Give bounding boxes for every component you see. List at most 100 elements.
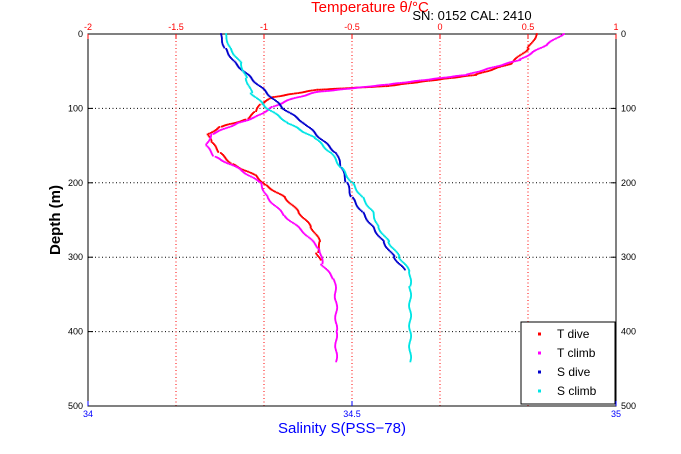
data-point — [259, 113, 261, 116]
data-point — [335, 339, 338, 341]
data-point — [501, 64, 504, 66]
data-point — [335, 312, 337, 315]
data-point — [439, 78, 441, 81]
data-point — [334, 298, 336, 300]
data-point — [336, 327, 339, 330]
data-point — [344, 180, 347, 183]
data-point — [250, 77, 253, 80]
data-point — [230, 50, 233, 53]
data-point — [247, 117, 250, 120]
data-point — [221, 128, 224, 131]
top-tick-label: -1 — [260, 22, 268, 32]
data-point — [261, 186, 263, 189]
data-point — [380, 85, 382, 88]
data-point — [366, 219, 369, 222]
data-point — [210, 139, 213, 142]
data-point — [302, 217, 305, 219]
data-point — [301, 231, 304, 234]
data-point — [354, 201, 357, 204]
data-point — [460, 75, 462, 78]
data-point — [230, 48, 232, 50]
data-point — [320, 254, 322, 257]
data-point — [292, 221, 294, 224]
data-point — [263, 191, 266, 194]
data-point — [344, 88, 347, 90]
data-point — [408, 301, 411, 304]
data-point — [491, 68, 493, 71]
data-point — [268, 97, 271, 100]
data-point — [334, 342, 337, 344]
data-point — [289, 220, 291, 222]
data-point — [410, 295, 412, 298]
data-point — [410, 314, 412, 316]
data-point — [315, 245, 318, 248]
data-point — [323, 88, 326, 91]
data-point — [207, 146, 210, 149]
data-point — [375, 232, 378, 235]
data-point — [279, 209, 282, 211]
data-point — [293, 125, 296, 127]
data-point — [396, 260, 398, 263]
data-point — [290, 123, 292, 126]
data-point — [261, 181, 264, 184]
data-point — [223, 155, 226, 158]
data-point — [226, 51, 229, 54]
data-point — [398, 255, 401, 257]
data-point — [299, 228, 302, 231]
data-point — [264, 193, 267, 195]
data-point — [379, 230, 381, 232]
data-point — [335, 310, 338, 313]
y-axis-label: Depth (m) — [47, 185, 64, 255]
data-point — [325, 148, 327, 151]
data-point — [410, 336, 412, 339]
data-point — [284, 196, 286, 199]
data-point — [354, 200, 356, 202]
data-point — [436, 79, 438, 81]
data-point — [357, 192, 360, 194]
data-point — [318, 140, 320, 142]
sensor-info: SN: 0152 CAL: 2410 — [412, 8, 531, 23]
data-point — [253, 81, 256, 84]
data-point — [337, 88, 339, 91]
data-point — [262, 189, 264, 192]
data-point — [409, 81, 412, 83]
data-point — [392, 84, 395, 87]
data-point — [312, 230, 314, 233]
data-point — [470, 72, 472, 75]
data-point — [381, 84, 384, 86]
data-point — [307, 126, 310, 128]
data-point — [321, 259, 324, 262]
data-point — [300, 129, 303, 132]
data-point — [372, 85, 374, 88]
data-point — [373, 215, 375, 218]
data-point — [394, 249, 396, 252]
data-point — [397, 83, 400, 86]
data-point — [313, 137, 316, 140]
data-point — [290, 98, 292, 100]
data-point — [208, 132, 210, 135]
data-point — [405, 81, 407, 84]
data-point — [482, 71, 485, 74]
data-point — [297, 209, 299, 212]
data-point — [239, 121, 241, 124]
data-point — [336, 308, 338, 310]
data-point — [316, 235, 319, 237]
data-point — [311, 135, 314, 137]
data-point — [211, 153, 214, 156]
data-point — [248, 74, 251, 77]
data-point — [214, 145, 217, 148]
data-point — [409, 288, 411, 291]
data-point — [364, 215, 366, 217]
data-point — [409, 340, 411, 343]
data-point — [251, 117, 254, 120]
data-point — [270, 188, 273, 191]
data-point — [320, 88, 322, 91]
data-point — [338, 157, 340, 160]
data-point — [499, 65, 501, 68]
data-point — [216, 156, 218, 159]
data-point — [395, 259, 397, 262]
data-point — [353, 87, 356, 89]
data-point — [328, 145, 331, 148]
data-point — [535, 35, 537, 38]
data-point — [408, 270, 411, 272]
